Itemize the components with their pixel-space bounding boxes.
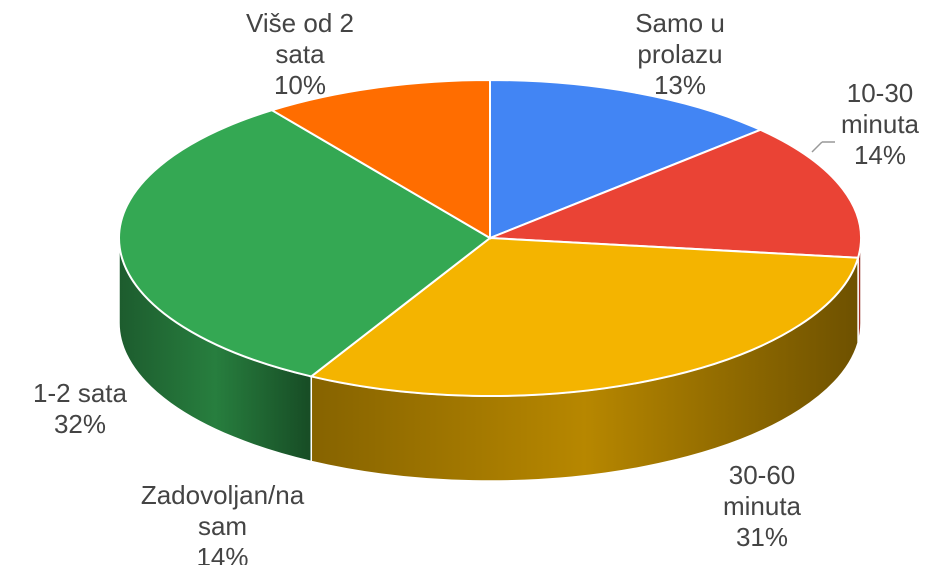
data-label: 10-30 minuta 14%: [820, 78, 937, 171]
pie-slice: [118, 109, 492, 378]
pie-slice: [308, 236, 860, 397]
value-label: 32%: [53, 409, 107, 439]
data-label: 1-2 sata 32%: [10, 378, 150, 440]
value-label: 31%: [735, 522, 789, 552]
data-label: Samo u prolazu 13%: [610, 8, 750, 101]
value-label: 10%: [273, 70, 327, 100]
annotation: Zadovoljan/na sam 14%: [135, 480, 310, 565]
pie-slice: [269, 78, 491, 240]
value-label: 13%: [653, 70, 707, 100]
category-label: 1-2 sata: [33, 378, 127, 408]
category-label: 30-60 minuta: [722, 460, 802, 521]
data-label: 30-60 minuta 31%: [692, 460, 832, 553]
annotation-text: Zadovoljan/na sam: [140, 480, 305, 541]
category-label: 10-30 minuta: [840, 78, 920, 139]
pie-slice: [489, 78, 763, 240]
data-label: Više od 2 sata 10%: [220, 8, 380, 101]
leader-line: [811, 141, 823, 153]
category-label: Samo u prolazu: [635, 8, 725, 69]
value-label: 14%: [853, 140, 907, 170]
pie-slice: [489, 128, 862, 259]
category-label: Više od 2 sata: [246, 8, 354, 69]
annotation-value: 14%: [196, 542, 249, 565]
